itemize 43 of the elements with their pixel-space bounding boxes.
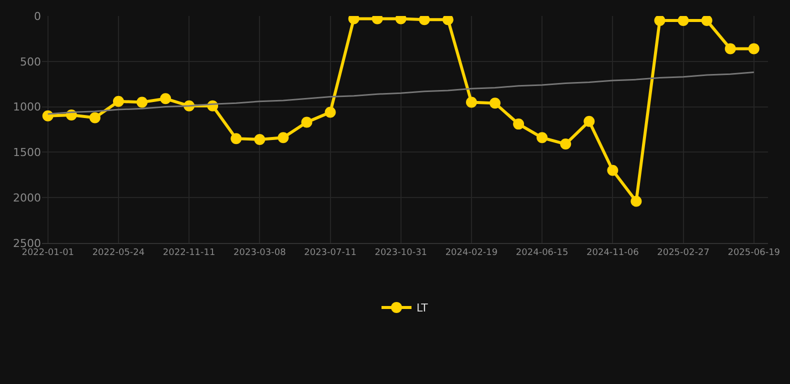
x-tick-label: 2022-11-11 — [162, 248, 216, 258]
x-tick-label: 2025-02-27 — [657, 248, 710, 258]
x-tick-label: 2024-11-06 — [586, 248, 640, 258]
point — [490, 98, 501, 109]
point — [442, 16, 454, 26]
point — [418, 16, 430, 26]
point — [278, 132, 289, 144]
point — [748, 43, 760, 54]
point — [230, 133, 242, 144]
x-tick-label: 2023-07-11 — [304, 248, 356, 258]
point — [112, 96, 124, 107]
point — [466, 96, 477, 108]
point — [42, 110, 54, 122]
point — [724, 43, 736, 54]
point — [513, 118, 524, 130]
point — [324, 106, 336, 118]
point — [254, 134, 266, 145]
point — [630, 196, 642, 207]
point — [136, 96, 148, 108]
point — [301, 116, 312, 128]
point — [160, 93, 172, 104]
y-tick-label: 1000 — [13, 100, 41, 114]
point — [89, 112, 100, 124]
y-tick-label: 2000 — [13, 191, 41, 204]
point — [584, 116, 595, 127]
point — [560, 138, 572, 150]
x-tick-label: 2023-10-31 — [374, 248, 428, 258]
point — [536, 132, 548, 144]
x-tick-label: 2022-01-01 — [22, 248, 74, 258]
x-tick-label: 2022-05-24 — [92, 248, 145, 258]
point — [678, 16, 689, 26]
point — [607, 164, 618, 176]
y-tick-label: 500 — [20, 55, 41, 68]
point — [654, 16, 666, 26]
x-tick-label: 2024-06-15 — [516, 248, 568, 258]
x-tick-label: 2025-06-19 — [728, 248, 780, 258]
y-tick-label: 0 — [34, 10, 41, 23]
y-tick-label: 2500 — [13, 236, 41, 250]
y-tick-label: 1500 — [13, 146, 41, 160]
x-tick-label: 2023-03-08 — [234, 248, 286, 258]
x-tick-label: 2024-02-19 — [445, 248, 498, 258]
legend-label: LT — [416, 302, 428, 315]
point — [701, 16, 712, 26]
